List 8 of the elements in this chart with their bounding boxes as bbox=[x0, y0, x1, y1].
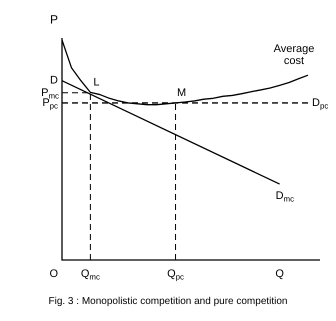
y-axis-title: P bbox=[50, 12, 58, 26]
text: O bbox=[49, 268, 58, 280]
caption: Fig. 3 : Monopolistic competition and pure competition bbox=[47, 296, 288, 307]
series-label: Average cost bbox=[274, 43, 314, 68]
text: D bbox=[50, 74, 58, 87]
x-tick-label: Q bbox=[275, 268, 284, 280]
annotation: M bbox=[176, 86, 186, 99]
annotation: L bbox=[93, 76, 100, 88]
